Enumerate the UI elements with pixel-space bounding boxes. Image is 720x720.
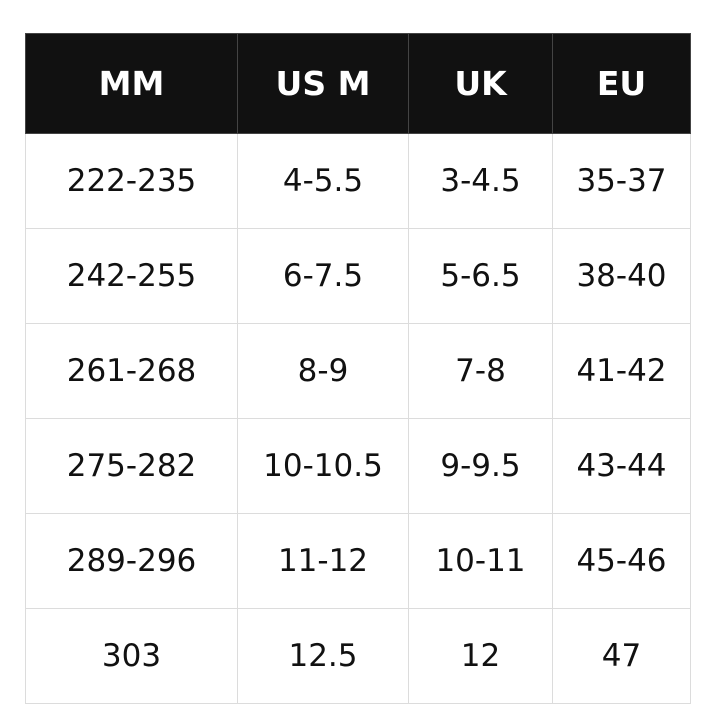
table-body: 222-235 4-5.5 3-4.5 35-37 242-255 6-7.5 5-6.5 3… bbox=[25, 133, 691, 704]
table-cell: 41-42 bbox=[552, 323, 691, 419]
table-cell: 289-296 bbox=[25, 513, 238, 609]
table-row: 303 12.5 12 47 bbox=[25, 608, 691, 704]
header-cell: MM bbox=[25, 33, 238, 134]
table-cell: 9-9.5 bbox=[408, 418, 553, 514]
header-cell: EU bbox=[552, 33, 691, 134]
table-cell: 45-46 bbox=[552, 513, 691, 609]
table-cell: 12 bbox=[408, 608, 553, 704]
table-cell: 5-6.5 bbox=[408, 228, 553, 324]
table-cell: 11-12 bbox=[237, 513, 409, 609]
table-cell: 12.5 bbox=[237, 608, 409, 704]
table-row: 289-296 11-12 10-11 45-46 bbox=[25, 513, 691, 609]
table-cell: 261-268 bbox=[25, 323, 238, 419]
table-cell: 38-40 bbox=[552, 228, 691, 324]
table-cell: 35-37 bbox=[552, 133, 691, 229]
table-cell: 10-11 bbox=[408, 513, 553, 609]
table-cell: 4-5.5 bbox=[237, 133, 409, 229]
header-cell: UK bbox=[408, 33, 553, 134]
table-row: 242-255 6-7.5 5-6.5 38-40 bbox=[25, 228, 691, 324]
table-cell: 3-4.5 bbox=[408, 133, 553, 229]
table-cell: 43-44 bbox=[552, 418, 691, 514]
table-cell: 8-9 bbox=[237, 323, 409, 419]
table-cell: 6-7.5 bbox=[237, 228, 409, 324]
table-row: 261-268 8-9 7-8 41-42 bbox=[25, 323, 691, 419]
size-table: MM US M UK EU 222-235 4-5.5 3-4.5 35-37 242-255… bbox=[25, 33, 691, 704]
table-row: 275-282 10-10.5 9-9.5 43-44 bbox=[25, 418, 691, 514]
header-cell: US M bbox=[237, 33, 409, 134]
table-cell: 47 bbox=[552, 608, 691, 704]
table-cell: 242-255 bbox=[25, 228, 238, 324]
table-cell: 10-10.5 bbox=[237, 418, 409, 514]
table-row: 222-235 4-5.5 3-4.5 35-37 bbox=[25, 133, 691, 229]
table-head: MM US M UK EU bbox=[25, 33, 691, 134]
table-cell: 222-235 bbox=[25, 133, 238, 229]
table-cell: 7-8 bbox=[408, 323, 553, 419]
header-row: MM US M UK EU bbox=[25, 33, 691, 134]
table-cell: 275-282 bbox=[25, 418, 238, 514]
table-cell: 303 bbox=[25, 608, 238, 704]
